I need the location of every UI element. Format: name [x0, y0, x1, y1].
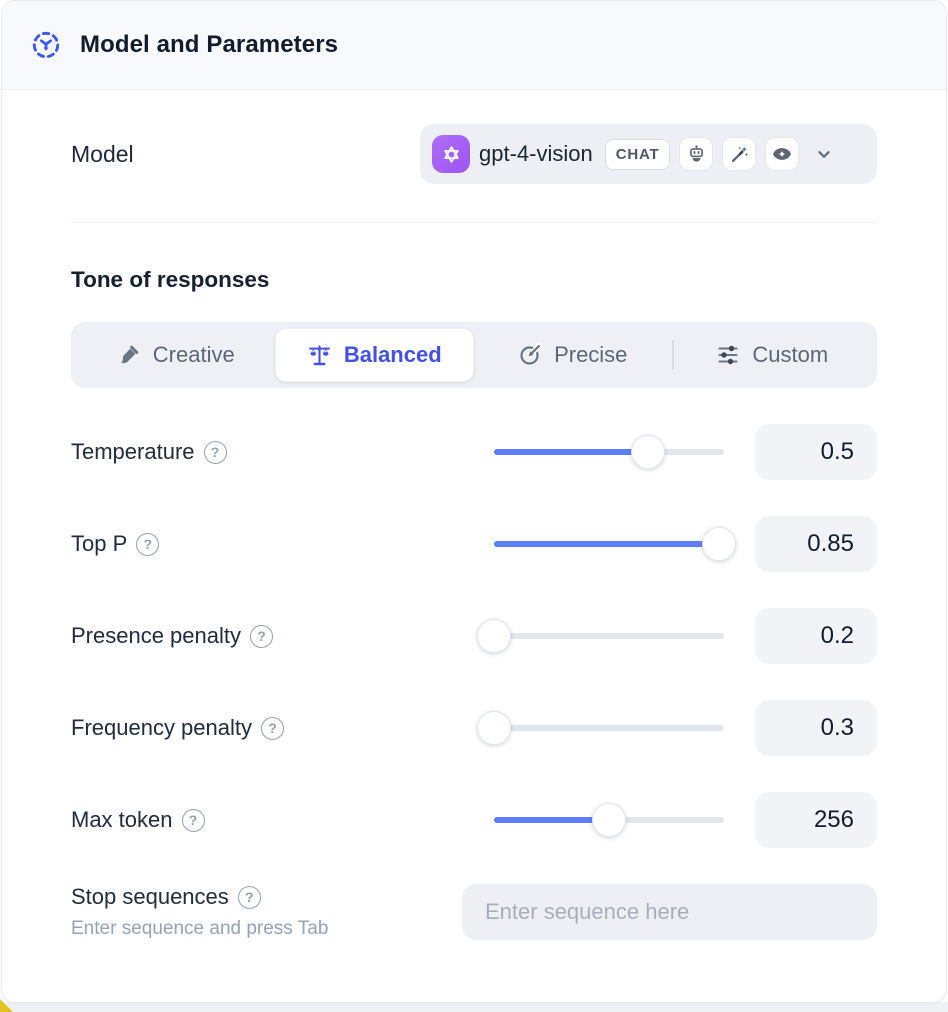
- stop-sequences-helper: Enter sequence and press Tab: [71, 918, 329, 939]
- slider-track[interactable]: [494, 633, 724, 639]
- tone-option-creative[interactable]: Creative: [77, 328, 275, 382]
- help-icon[interactable]: ?: [203, 440, 227, 464]
- paintbrush-icon: [120, 345, 139, 364]
- magic-wand-icon: [722, 137, 757, 171]
- slider-thumb[interactable]: [477, 619, 511, 653]
- stop-sequences-label: Stop sequences: [71, 884, 229, 909]
- vision-eye-icon: [765, 137, 800, 171]
- help-icon[interactable]: ?: [250, 624, 273, 648]
- help-icon[interactable]: ?: [261, 716, 284, 740]
- temperature-value[interactable]: 0.5: [755, 424, 877, 480]
- selected-model-name: gpt-4-vision: [479, 141, 593, 166]
- slider-track[interactable]: [494, 725, 724, 731]
- model-select-dropdown[interactable]: gpt-4-vision CHAT: [420, 124, 877, 184]
- frequency-penalty-slider[interactable]: [477, 710, 724, 746]
- tone-option-label: Balanced: [343, 342, 442, 367]
- top-p-slider[interactable]: [494, 526, 737, 562]
- slider-fill: [494, 449, 649, 455]
- slider-thumb[interactable]: [631, 435, 666, 469]
- tone-option-label: Creative: [152, 342, 235, 367]
- help-icon[interactable]: ?: [237, 885, 261, 909]
- segment-divider: [671, 340, 674, 370]
- model-type-badge: CHAT: [604, 138, 671, 170]
- tone-option-custom[interactable]: Custom: [674, 328, 872, 382]
- param-label: Presence penalty: [71, 623, 241, 648]
- tone-segmented-control: Creative Balanced: [71, 322, 877, 388]
- param-label: Frequency penalty: [71, 715, 252, 740]
- sliders-icon: [718, 345, 738, 365]
- help-icon[interactable]: ?: [136, 532, 160, 556]
- section-divider: [71, 222, 877, 223]
- slider-thumb[interactable]: [477, 711, 511, 745]
- param-label: Top P: [71, 531, 128, 556]
- target-arrow-icon: [520, 343, 543, 365]
- param-label: Temperature: [71, 439, 195, 464]
- param-row-top-p: Top P ? 0.85: [71, 516, 877, 572]
- slider-thumb[interactable]: [592, 803, 626, 837]
- slider-fill: [494, 541, 720, 547]
- tone-option-balanced[interactable]: Balanced: [274, 328, 474, 382]
- temperature-slider[interactable]: [494, 434, 724, 470]
- slider-fill: [494, 817, 609, 823]
- page-title: Model and Parameters: [80, 31, 339, 58]
- frequency-penalty-value[interactable]: 0.3: [755, 700, 877, 756]
- param-row-frequency-penalty: Frequency penalty ? 0.3: [71, 700, 877, 756]
- help-icon[interactable]: ?: [181, 808, 205, 832]
- parameters-list: Temperature ? 0.5 Top P ?: [71, 424, 877, 940]
- slider-thumb[interactable]: [702, 527, 737, 561]
- max-token-value[interactable]: 256: [755, 792, 877, 848]
- param-row-max-token: Max token ? 256: [71, 792, 877, 848]
- max-token-slider[interactable]: [494, 802, 724, 838]
- model-row: Model gpt-4-vision CHAT: [71, 124, 877, 184]
- page-background-strip: [0, 1002, 948, 1012]
- tone-option-precise[interactable]: Precise: [474, 328, 672, 382]
- param-row-temperature: Temperature ? 0.5: [71, 424, 877, 480]
- robot-icon: [679, 137, 714, 171]
- param-label: Max token: [71, 807, 173, 832]
- top-p-value[interactable]: 0.85: [755, 516, 877, 572]
- tone-option-label: Precise: [554, 342, 628, 367]
- openai-logo-icon: [432, 135, 470, 173]
- panel-header: Model and Parameters: [2, 1, 946, 90]
- presence-penalty-value[interactable]: 0.2: [755, 608, 877, 664]
- stop-sequences-row: Stop sequences ? Enter sequence and pres…: [71, 884, 877, 940]
- presence-penalty-slider[interactable]: [477, 618, 724, 654]
- tone-option-label: Custom: [752, 342, 829, 367]
- tone-heading: Tone of responses: [71, 267, 270, 292]
- stop-sequence-input[interactable]: [462, 884, 877, 940]
- balance-scale-icon: [308, 345, 330, 365]
- model-label: Model: [71, 140, 134, 167]
- model-hub-icon: [30, 29, 62, 61]
- param-row-presence-penalty: Presence penalty ? 0.2: [71, 608, 877, 664]
- chevron-down-icon: [813, 143, 835, 165]
